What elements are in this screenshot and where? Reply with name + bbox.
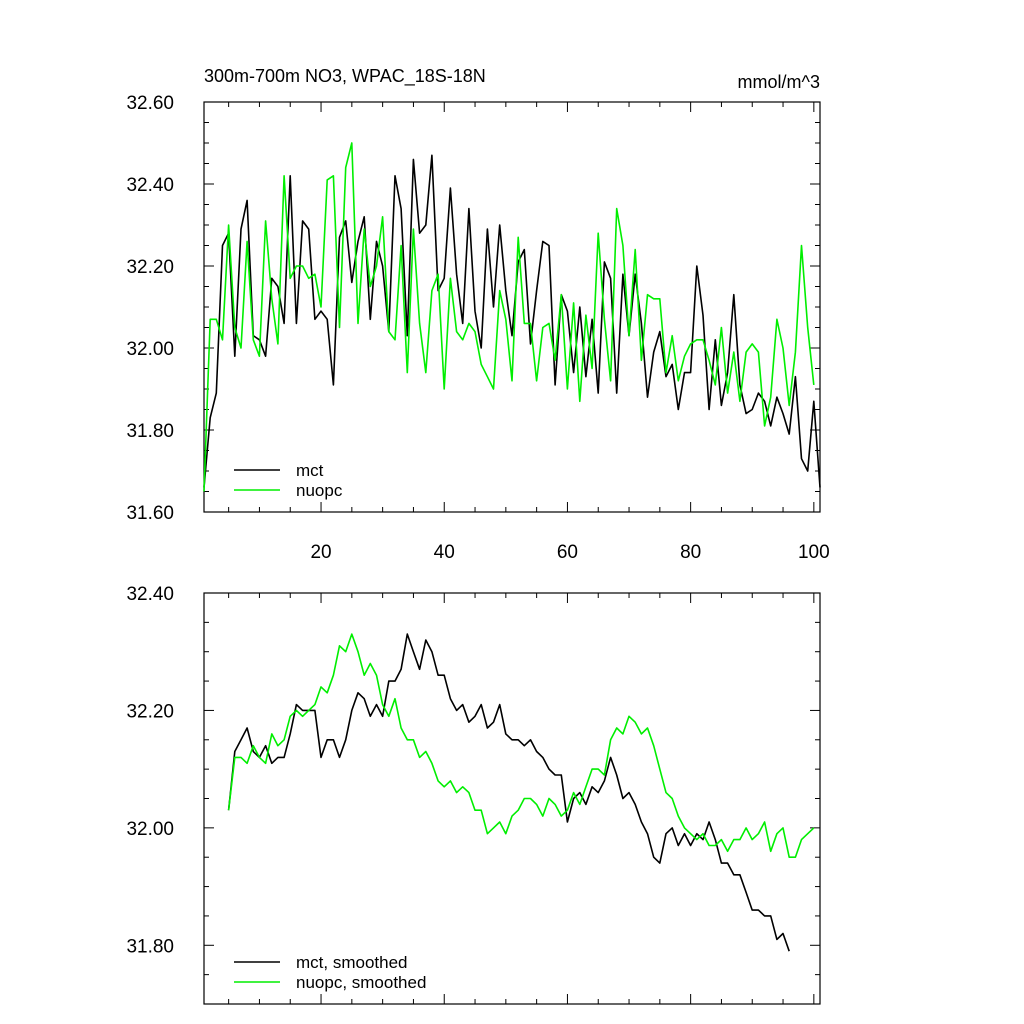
y-tick-label: 32.20	[126, 257, 174, 278]
x-tick-label: 20	[310, 542, 331, 563]
y-tick-label: 32.40	[126, 584, 174, 605]
legend-label: mct	[296, 461, 324, 480]
legend-label: nuopc, smoothed	[296, 973, 426, 992]
plot-frame	[203, 592, 821, 1005]
units-label: mmol/m^3	[738, 72, 820, 92]
y-tick-label: 32.00	[126, 819, 174, 840]
y-tick-label: 32.40	[126, 175, 174, 196]
y-tick-label: 32.60	[126, 93, 174, 114]
y-tick-label: 31.80	[126, 421, 174, 442]
legend-label: nuopc	[296, 481, 343, 500]
x-tick-label: 40	[434, 542, 455, 563]
y-tick-label: 32.20	[126, 701, 174, 722]
bottom-panel: 31.80 32.00 32.20 32.40 mct, smoothednuopc, …	[126, 584, 821, 1005]
series-line-nuopc-smoothed	[227, 633, 815, 859]
x-tick-label: 60	[557, 542, 578, 563]
y-tick-label: 31.60	[126, 503, 174, 524]
series-line-nuopc	[203, 142, 815, 492]
legend-label: mct, smoothed	[296, 953, 408, 972]
series-line-mct	[203, 154, 821, 488]
x-tick-label: 100	[798, 542, 830, 563]
top-panel: 300m-700m NO3, WPAC_18S-18N mmol/m^3 20 4…	[126, 66, 829, 563]
y-tick-label: 31.80	[126, 936, 174, 957]
x-tick-label: 80	[680, 542, 701, 563]
series-line-mct-smoothed	[227, 633, 790, 952]
chart-title: 300m-700m NO3, WPAC_18S-18N	[204, 66, 486, 87]
y-tick-label: 32.00	[126, 339, 174, 360]
